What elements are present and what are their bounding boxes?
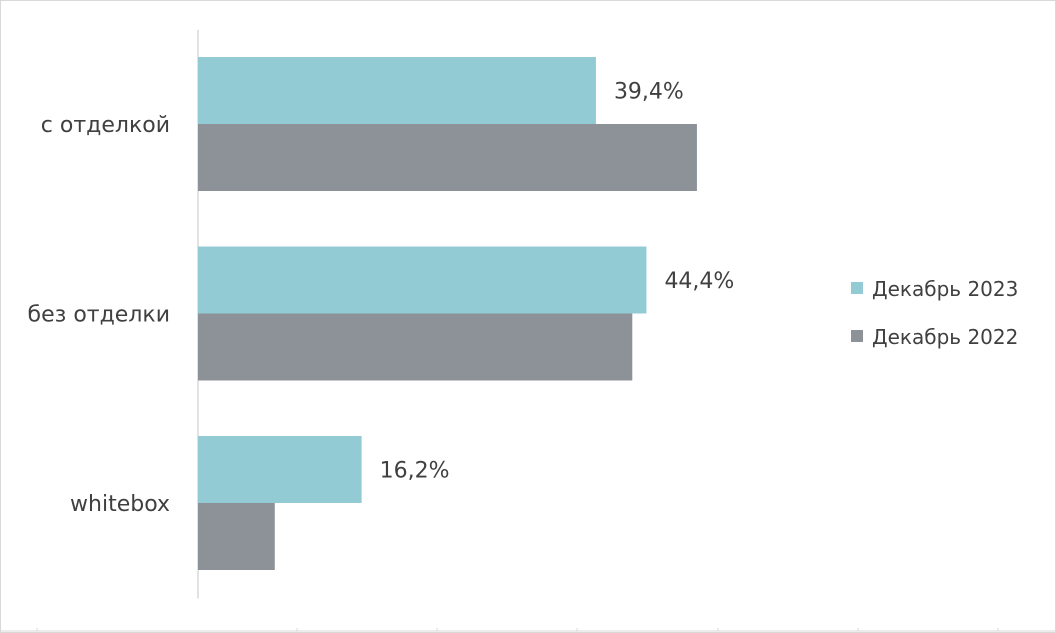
data-label: 44,4% [664, 269, 734, 294]
data-label: 39,4% [614, 80, 684, 105]
bar-dec-2022 [198, 503, 275, 570]
bar-dec-2023 [198, 436, 362, 503]
legend-swatch [851, 330, 863, 342]
category-label: без отделки [28, 303, 170, 328]
category-label: с отделкой [41, 113, 170, 138]
legend-swatch [851, 282, 863, 294]
data-label: 16,2% [380, 459, 450, 484]
bar-dec-2022 [198, 124, 697, 191]
legend-label: Декабрь 2022 [872, 325, 1018, 349]
category-label: whitebox [70, 492, 170, 517]
bar-dec-2023 [198, 246, 647, 314]
bar-dec-2023 [198, 57, 596, 124]
bar-dec-2022 [198, 313, 633, 381]
legend-label: Декабрь 2023 [872, 277, 1018, 301]
